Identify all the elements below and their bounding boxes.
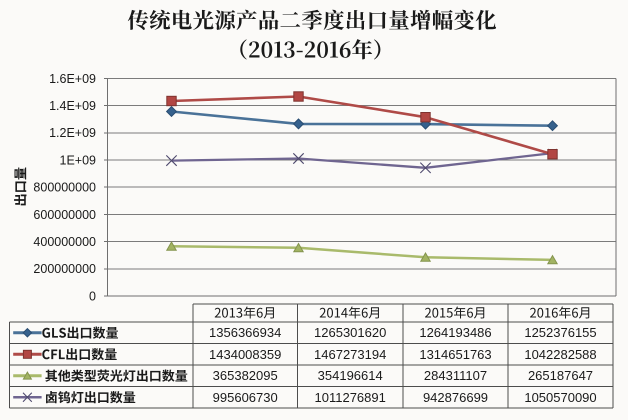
svg-text:1050570090: 1050570090 [524, 390, 596, 405]
svg-text:365382095: 365382095 [213, 368, 278, 383]
svg-text:1314651763: 1314651763 [419, 347, 491, 362]
svg-text:800000000: 800000000 [33, 181, 96, 195]
svg-text:1265301620: 1265301620 [314, 325, 386, 340]
svg-text:1.4E+09: 1.4E+09 [49, 99, 96, 113]
svg-text:600000000: 600000000 [33, 208, 96, 222]
svg-text:1.6E+09: 1.6E+09 [49, 72, 96, 86]
svg-text:1467273194: 1467273194 [314, 347, 386, 362]
svg-text:1252376155: 1252376155 [524, 325, 596, 340]
svg-text:942876699: 942876699 [423, 390, 488, 405]
svg-text:284311107: 284311107 [424, 368, 487, 383]
svg-text:200000000: 200000000 [33, 262, 96, 276]
svg-text:1042282588: 1042282588 [524, 347, 596, 362]
svg-text:265187647: 265187647 [528, 368, 593, 383]
svg-text:400000000: 400000000 [33, 235, 96, 249]
svg-text:1264193486: 1264193486 [419, 325, 491, 340]
svg-text:0: 0 [89, 289, 96, 303]
svg-text:354196614: 354196614 [318, 368, 383, 383]
svg-text:1434008359: 1434008359 [209, 347, 281, 362]
svg-text:995606730: 995606730 [213, 390, 278, 405]
svg-text:1E+09: 1E+09 [60, 153, 97, 167]
svg-text:1356366934: 1356366934 [209, 325, 281, 340]
svg-text:1011276891: 1011276891 [315, 390, 386, 405]
svg-text:1.2E+09: 1.2E+09 [49, 126, 96, 140]
